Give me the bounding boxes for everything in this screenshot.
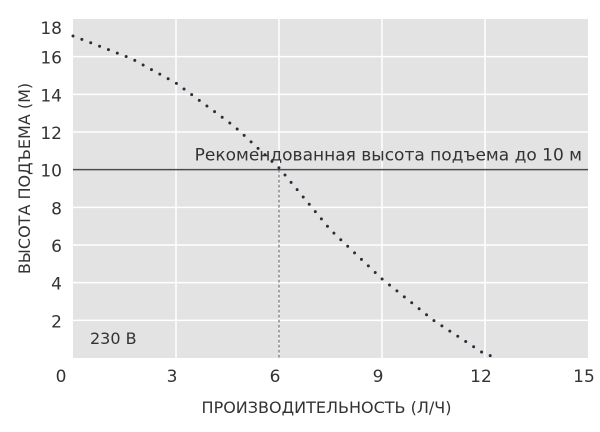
voltage-annotation: 230 В [90, 329, 137, 348]
x-tick-label: 15 [573, 367, 595, 387]
x-ticks: 0 3 6 9 12 15 [56, 367, 595, 387]
y-ticks: 2 4 6 8 10 12 14 16 18 [40, 19, 62, 332]
y-tick-label: 16 [40, 49, 62, 69]
x-tick-label: 12 [470, 367, 492, 387]
x-tick-label: 0 [56, 367, 67, 387]
y-tick-label: 18 [40, 19, 62, 39]
y-tick-label: 4 [51, 275, 62, 295]
y-tick-label: 12 [40, 124, 62, 144]
y-axis-label: ВЫСОТА ПОДЪЕМА (М) [15, 83, 34, 274]
y-tick-label: 10 [40, 162, 62, 182]
plot-area [73, 19, 588, 358]
x-axis-label: ПРОИЗВОДИТЕЛЬНОСТЬ (Л/Ч) [202, 398, 452, 417]
x-tick-label: 9 [373, 367, 384, 387]
y-tick-label: 8 [51, 199, 62, 219]
x-tick-label: 3 [167, 367, 178, 387]
y-tick-label: 6 [51, 237, 62, 257]
y-tick-label: 14 [40, 86, 62, 106]
x-tick-label: 6 [270, 367, 281, 387]
reference-line-label: Рекомендованная высота подъема до 10 м [195, 146, 582, 166]
y-tick-label: 2 [51, 312, 62, 332]
